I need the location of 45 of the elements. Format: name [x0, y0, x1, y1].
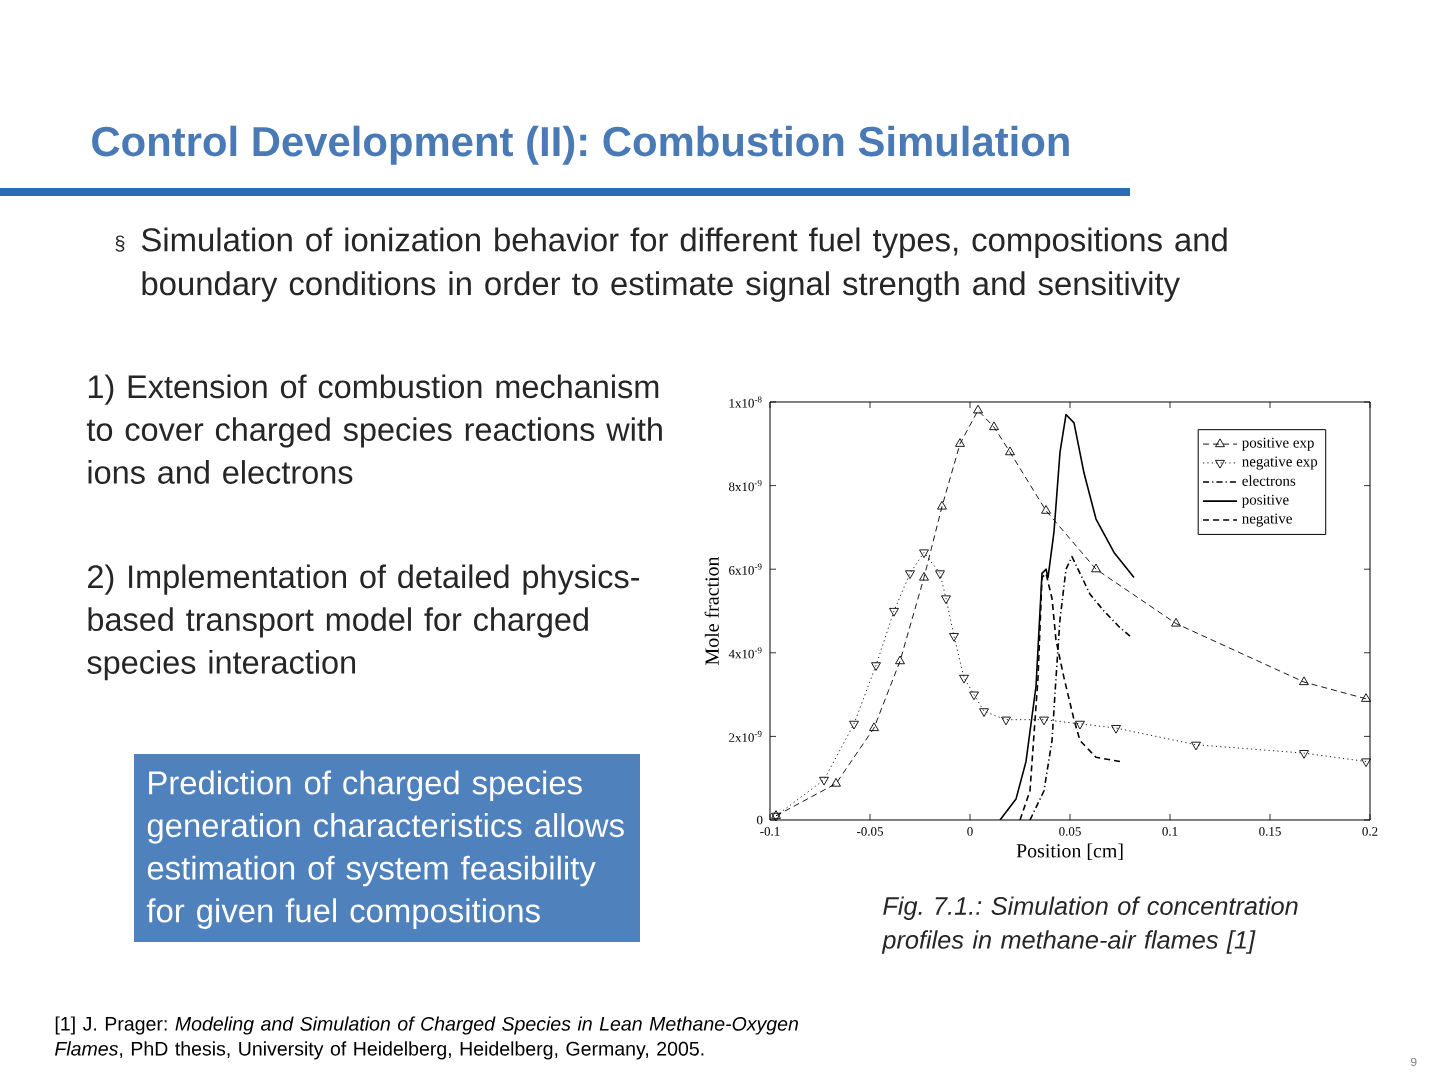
point [1191, 741, 1201, 751]
text: § [115, 235, 125, 252]
point [989, 421, 999, 431]
y-axis-title: Mole fraction [704, 556, 719, 665]
text: 2) Implementation of detailed physics-based transport model for charged species interaction [87, 564, 640, 681]
text: Simulation of ionization behavior for different fuel types, compositions and boundary conditions in order to estimate signal strength and sensitivity [141, 227, 1227, 302]
point [937, 500, 947, 510]
point [1361, 758, 1371, 768]
point [919, 571, 929, 581]
point [771, 812, 781, 822]
x-axis-title: Position [cm] [1016, 843, 1123, 860]
text: Prediction of charged species generation characteristics allows estimation of system feasibility for given fuel compositions [146, 770, 624, 929]
point [919, 549, 929, 559]
text: [1] J. Prager: Modeling and Simulation of Charged Species in Lean Methane-Oxygen Flames, PhD thesis, University of Heidelberg, Heidelberg, Germany, 2005. [54, 1016, 798, 1060]
point [869, 722, 879, 732]
point [1299, 676, 1309, 686]
point [1005, 446, 1015, 456]
point [1001, 716, 1011, 726]
point [949, 633, 959, 642]
point [905, 570, 915, 579]
point [941, 595, 951, 605]
point [871, 662, 881, 671]
point [1171, 617, 1181, 627]
chart-title: Control Development (II): Combustion Simulation [92, 125, 1069, 165]
point [969, 691, 979, 701]
point [831, 778, 841, 787]
point [1299, 750, 1309, 759]
point [771, 810, 781, 819]
caption: Fig. 7.1.: Simulation of concentration profiles in methane-air flames [1] [881, 896, 1298, 954]
point [889, 607, 899, 617]
point [895, 655, 905, 665]
point [1041, 505, 1051, 514]
point [1039, 716, 1049, 726]
point [935, 570, 945, 579]
text: 1) Extension of combustion mechanism to cover charged species reactions with ions and electrons [86, 374, 662, 484]
point [819, 776, 829, 786]
point [955, 438, 965, 447]
point [1111, 725, 1121, 734]
point [849, 720, 859, 730]
point [1091, 563, 1101, 573]
point [973, 404, 983, 414]
point [1361, 693, 1371, 702]
point [979, 708, 989, 717]
point [1075, 720, 1085, 730]
point [959, 674, 969, 684]
